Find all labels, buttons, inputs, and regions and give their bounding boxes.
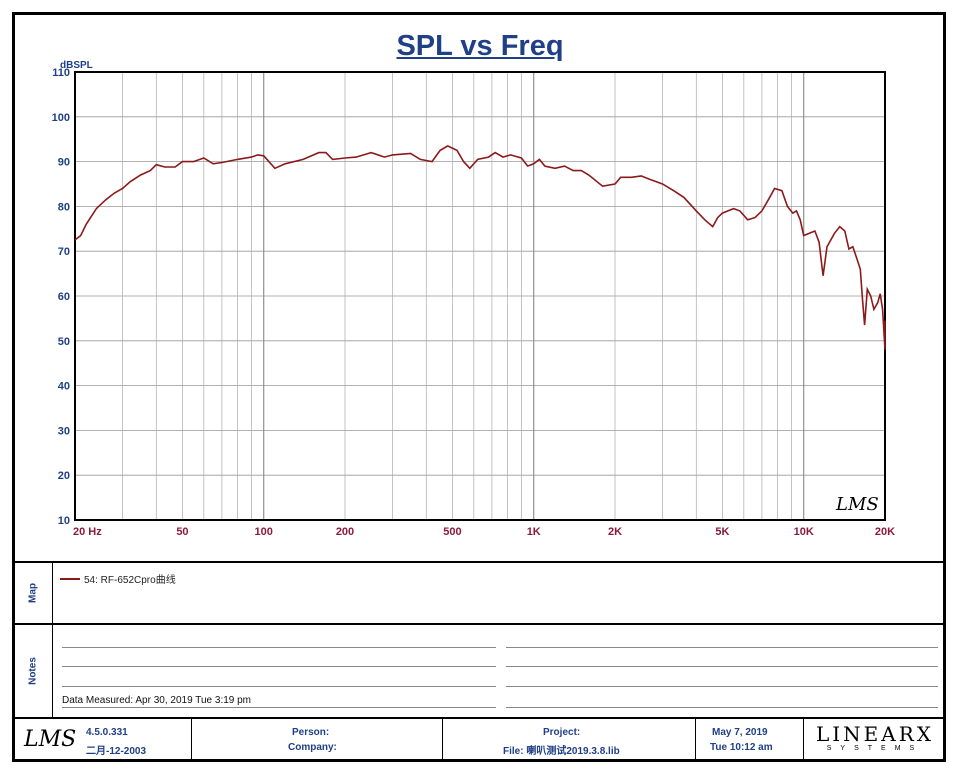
y-tick-label: 40 [58,381,70,393]
note-line [62,647,496,648]
notes-panel: Notes Data Measured: Apr 30, 2019 Tue 3:… [14,623,944,717]
x-tick-label: 5K [715,526,729,538]
legend-text: 54: RF-652Cpro曲线 [84,575,176,586]
x-tick-label: 10K [794,526,814,538]
note-line [62,686,496,687]
y-tick-label: 10 [58,515,70,527]
footer-version-cell: LMS 4.5.0.331 二月-12-2003 [14,719,192,762]
note-line [506,686,938,687]
footer-person-cell: Person: Company: [192,719,443,762]
series-line [74,144,886,350]
lms-watermark: LMS [835,494,879,515]
note-line [62,707,496,708]
x-tick-label: 100 [255,526,273,538]
note-line [506,707,938,708]
x-tick-label: 20K [875,526,895,538]
legend-item: 54: RF-652Cpro曲线 [60,571,176,586]
linearx-sub: SYSTEMS [826,745,924,752]
spl-chart: 10 20 30 40 50 60 70 80 90 100 110 20 Hz 50 100 200 50… [52,60,896,538]
y-tick-label: 80 [58,201,70,213]
note-line [62,666,496,667]
lms-logo: LMS [24,727,77,752]
time-text: Tue 10:12 am [710,742,773,753]
map-side-label: Map [27,583,39,603]
linearx-main: LINEARX [815,722,935,746]
grid-layer [74,71,886,521]
x-tick-label: 200 [336,526,354,538]
person-label: Person: [292,727,330,738]
version-date-text: 二月-12-2003 [86,746,147,757]
x-tick-label: 500 [443,526,461,538]
data-measured-text: Data Measured: Apr 30, 2019 Tue 3:19 pm [62,695,252,706]
y-tick-label: 100 [52,112,70,124]
file-label: File: 喇叭测试2019.3.8.lib [503,746,620,757]
y-axis-label: dBSPL [60,60,93,71]
map-panel: Map 54: RF-652Cpro曲线 [14,561,944,623]
y-tick-layer: 10 20 30 40 50 60 70 80 90 100 110 [52,67,70,527]
y-tick-label: 60 [58,291,70,303]
chart-title: SPL vs Freq [396,30,564,62]
x-tick-label: 1K [527,526,541,538]
y-tick-label: 20 [58,470,70,482]
notes-side-label-box: Notes [14,625,53,717]
map-side-label-box: Map [14,563,53,623]
plot-border [74,71,886,521]
company-label: Company: [288,742,337,753]
x-tick-label: 20 Hz [73,526,102,538]
y-tick-label: 90 [58,157,70,169]
footer-date-cell: May 7, 2019 Tue 10:12 am [696,719,804,762]
note-line [506,666,938,667]
linearx-logo: LINEARX SYSTEMS [806,723,944,752]
date-text: May 7, 2019 [712,727,768,738]
x-tick-layer: 20 Hz 50 100 200 500 1K 2K 5K 10K 20K [73,526,895,538]
footer: LMS 4.5.0.331 二月-12-2003 Person: Company… [14,717,944,762]
x-tick-label: 50 [176,526,188,538]
note-line [506,647,938,648]
legend-swatch [60,577,80,580]
y-tick-label: 110 [52,67,70,79]
y-tick-label: 30 [58,425,70,437]
notes-side-label: Notes [27,657,39,685]
version-text: 4.5.0.331 [86,727,128,738]
x-tick-label: 2K [608,526,622,538]
project-label: Project: [543,727,581,738]
report-frame [12,12,946,762]
y-tick-label: 50 [58,336,70,348]
y-tick-label: 70 [58,246,70,258]
footer-project-cell: Project: File: 喇叭测试2019.3.8.lib [443,719,696,762]
